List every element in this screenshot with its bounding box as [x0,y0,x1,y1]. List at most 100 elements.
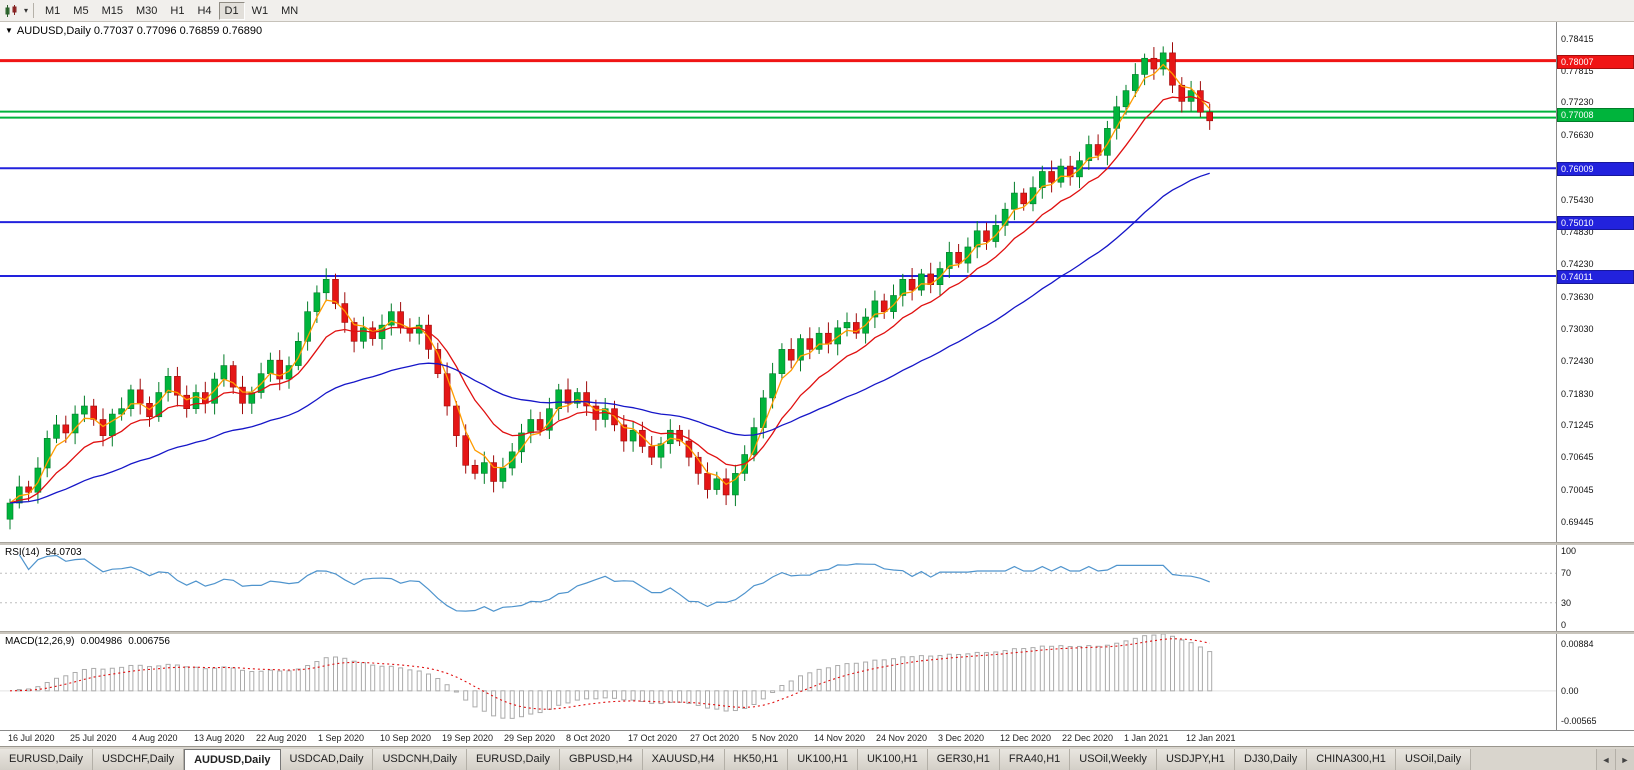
price-tick: 0.74830 [1561,226,1594,237]
rsi-canvas[interactable] [0,545,1557,631]
chart-tab-china300-h1[interactable]: CHINA300,H1 [1307,749,1396,770]
date-label: 14 Nov 2020 [814,733,866,743]
rsi-value: 54.0703 [45,547,82,558]
price-line-label: 0.76009 [1557,162,1634,177]
chart-info-line: ▼ AUDUSD,Daily 0.77037 0.77096 0.76859 0.… [5,25,262,37]
price-tick: 0.71830 [1561,388,1594,399]
time-axis[interactable]: 16 Jul 2020 25 Jul 2020 4 Aug 2020 13 Aug 2… [0,730,1634,746]
date-label: 29 Sep 2020 [504,733,556,743]
price-tick: 0.75430 [1561,194,1594,205]
panel-splitter[interactable] [0,542,1634,545]
rsi-tick: 30 [1561,597,1572,608]
chart-tabbar: EURUSD,Daily USDCHF,Daily AUDUSD,Daily USDC… [0,746,1634,770]
macd-signal-value: 0.006756 [128,636,170,647]
timeframe-d1-button[interactable]: D1 [218,1,245,20]
chart-tab-dj30-daily[interactable]: DJ30,Daily [1235,749,1308,770]
price-tick: 0.72430 [1561,356,1594,367]
chart-tab-uk100-h1[interactable]: UK100,H1 [788,749,858,770]
date-label: 24 Nov 2020 [876,733,928,743]
rsi-panel: RSI(14) 54.0703 100 70 30 0 [0,545,1634,631]
price-tick: 0.76630 [1561,129,1594,140]
price-tick: 0.77815 [1561,65,1594,76]
chart-tab-ger30-h1[interactable]: GER30,H1 [927,749,1000,770]
rsi-tick: 70 [1561,568,1572,579]
rsi-label: RSI(14) 54.0703 [5,547,88,558]
chart-tab-xauusd-h4[interactable]: XAUUSD,H4 [642,749,725,770]
macd-tick: -0.00565 [1561,716,1597,727]
macd-canvas[interactable] [0,634,1557,730]
date-label: 22 Aug 2020 [256,733,307,743]
price-tick: 0.78415 [1561,33,1594,44]
date-label: 12 Dec 2020 [1000,733,1052,743]
price-tick: 0.70045 [1561,484,1594,495]
main-chart-panel: ▼ AUDUSD,Daily 0.77037 0.77096 0.76859 0.… [0,22,1634,542]
price-tick: 0.73030 [1561,323,1594,334]
macd-axis[interactable]: 0.00884 0.00 -0.00565 [1556,634,1634,730]
chart-tab-usoil-weekly[interactable]: USOil,Weekly [1070,749,1157,770]
date-label: 19 Sep 2020 [442,733,494,743]
timeframe-m15-button[interactable]: M15 [96,2,129,20]
price-line-label: 0.74011 [1557,270,1634,285]
date-label: 10 Sep 2020 [380,733,432,743]
price-tick: 0.73630 [1561,291,1594,302]
price-tick: 0.71245 [1561,420,1594,431]
timeframe-h1-button[interactable]: H1 [164,2,190,20]
chart-tab-hk50-h1[interactable]: HK50,H1 [724,749,789,770]
chart-type-icon[interactable] [4,4,20,18]
price-axis[interactable]: 0.784150.778150.772300.766300.760300.754… [1556,22,1634,542]
chart-tab-usdcad-daily[interactable]: USDCAD,Daily [280,749,374,770]
date-label: 22 Dec 2020 [1062,733,1114,743]
chart-tab-audusd-daily[interactable]: AUDUSD,Daily [184,749,281,770]
chart-ohlc-text: AUDUSD,Daily 0.77037 0.77096 0.76859 0.7… [16,25,263,37]
chart-tab-usdchf-daily[interactable]: USDCHF,Daily [92,749,185,770]
date-label: 1 Sep 2020 [318,733,365,743]
chart-tab-usdcnh-daily[interactable]: USDCNH,Daily [373,749,468,770]
panel-splitter[interactable] [0,631,1634,634]
chart-dropdown-caret[interactable]: ▾ [24,6,29,15]
chart-tab-eurusd-daily[interactable]: EURUSD,Daily [0,749,93,770]
rsi-axis[interactable]: 100 70 30 0 [1556,545,1634,631]
chart-tab-fra40-h1[interactable]: FRA40,H1 [999,749,1071,770]
date-label: 25 Jul 2020 [70,733,117,743]
timeframe-m30-button[interactable]: M30 [130,2,163,20]
rsi-tick: 100 [1561,546,1577,556]
price-line-label: 0.75010 [1557,216,1634,231]
macd-tick: 0.00884 [1561,638,1594,649]
date-label: 8 Oct 2020 [566,733,611,743]
date-label: 4 Aug 2020 [132,733,178,743]
price-tick: 0.69445 [1561,517,1594,528]
price-tick: 0.77230 [1561,97,1594,108]
price-tick: 0.74230 [1561,259,1594,270]
timeframe-h4-button[interactable]: H4 [191,2,217,20]
tab-scroll-arrows: ◄ ► [1596,749,1634,770]
price-line-label: 0.77008 [1557,108,1634,123]
price-line-label: 0.78007 [1557,54,1634,69]
tab-scroll-left-icon[interactable]: ◄ [1596,749,1615,770]
macd-tick: 0.00 [1561,685,1579,696]
date-label: 17 Oct 2020 [628,733,678,743]
date-label: 13 Aug 2020 [194,733,245,743]
chart-tab-uk100-h1[interactable]: UK100,H1 [857,749,928,770]
chart-tab-usoil-daily[interactable]: USOil,Daily [1395,749,1472,770]
chart-tab-gbpusd-h4[interactable]: GBPUSD,H4 [560,749,643,770]
timeframe-m1-button[interactable]: M1 [39,2,66,20]
macd-name: MACD(12,26,9) [5,636,75,647]
macd-panel: MACD(12,26,9) 0.004986 0.006756 0.00884 0.0… [0,634,1634,730]
toolbar-separator [33,3,35,18]
timeframe-m5-button[interactable]: M5 [67,2,94,20]
date-label: 1 Jan 2021 [1124,733,1169,743]
chart-tab-usdjpy-h1[interactable]: USDJPY,H1 [1156,749,1236,770]
timeframe-mn-button[interactable]: MN [275,2,304,20]
macd-value: 0.004986 [80,636,123,647]
timeframe-w1-button[interactable]: W1 [246,2,275,20]
date-label: 5 Nov 2020 [752,733,799,743]
tab-scroll-right-icon[interactable]: ► [1615,749,1634,770]
chart-tab-eurusd-daily[interactable]: EURUSD,Daily [467,749,560,770]
symbol-dropdown-triangle-icon[interactable]: ▼ [5,26,13,35]
rsi-tick: 0 [1561,620,1567,630]
main-chart-canvas[interactable] [0,22,1557,542]
timeframe-toolbar: ▾ M1 M5 M15 M30 H1 H4 D1 W1 MN [0,0,1634,22]
date-label: 12 Jan 2021 [1186,733,1236,743]
macd-label: MACD(12,26,9) 0.004986 0.006756 [5,636,176,647]
